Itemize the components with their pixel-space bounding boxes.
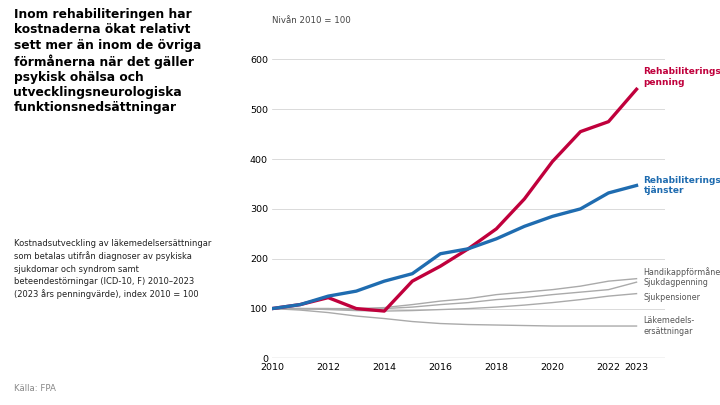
Text: Rehabiliterings-
penning: Rehabiliterings- penning (644, 67, 720, 87)
Text: Sjukpensioner: Sjukpensioner (644, 293, 701, 302)
Text: Sjukdagpenning: Sjukdagpenning (644, 278, 708, 287)
Text: Källa: FPA: Källa: FPA (14, 384, 55, 393)
Text: Inom rehabiliteringen har
kostnaderna ökat relativt
sett mer än inom de övriga
f: Inom rehabiliteringen har kostnaderna ök… (14, 8, 201, 114)
Text: Kostnadsutveckling av läkemedelsersättningar
som betalas utifrån diagnoser av ps: Kostnadsutveckling av läkemedelsersättni… (14, 239, 211, 299)
Text: Rehabiliterings-
tjänster: Rehabiliterings- tjänster (644, 176, 720, 195)
Text: Nivån 2010 = 100: Nivån 2010 = 100 (272, 16, 351, 25)
Text: Läkemedels-
ersättningar: Läkemedels- ersättningar (644, 316, 695, 336)
Text: Handikappförmåner: Handikappförmåner (644, 267, 720, 277)
